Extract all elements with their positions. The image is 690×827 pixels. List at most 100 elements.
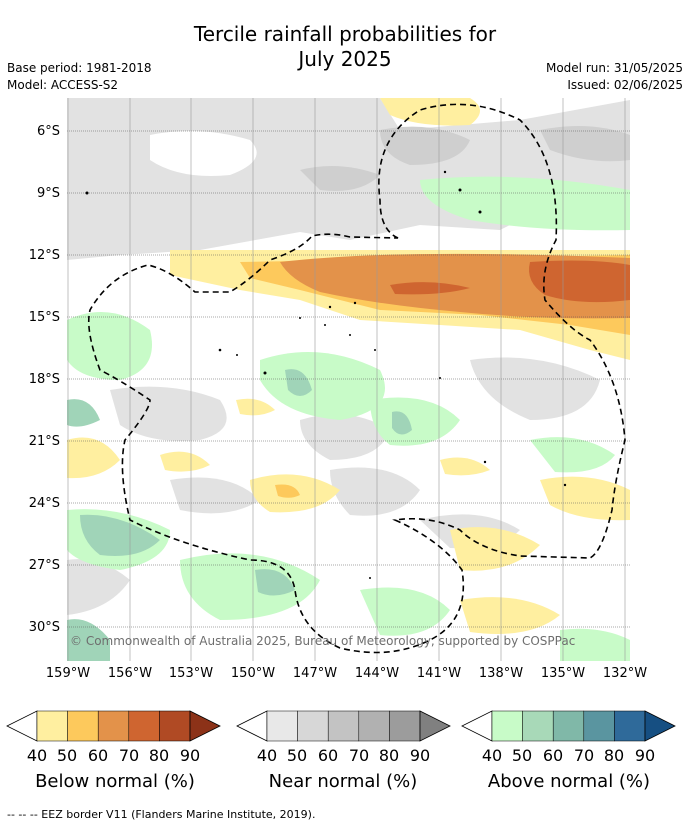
above-normal-region [260, 352, 385, 420]
meta-left: Base period: 1981-2018 Model: ACCESS-S2 [7, 60, 152, 94]
legend-swatch [614, 710, 646, 742]
lon-label: 159°W [45, 666, 91, 681]
legend-colorbars [6, 710, 676, 742]
title-line-1: Tercile rainfall probabilities for [193, 22, 497, 46]
lon-label: 144°W [354, 666, 400, 681]
probability-field [67, 98, 630, 661]
below-normal-region [529, 260, 630, 303]
legend-max-arrow [644, 710, 676, 742]
lat-label: 27°S [28, 558, 60, 573]
map-title: Tercile rainfall probabilities for July … [0, 22, 690, 72]
legend-swatch [522, 710, 554, 742]
legend-tick: 50 [56, 746, 78, 765]
legend-tick: 60 [317, 746, 339, 765]
above-normal-region [530, 437, 615, 473]
lon-label: 156°W [107, 666, 153, 681]
below-normal-region [67, 437, 120, 479]
legend-min-arrow [6, 710, 38, 742]
island [458, 188, 462, 192]
below-normal-region [460, 597, 560, 634]
lon-label: 150°W [230, 666, 276, 681]
above-normal-region [420, 176, 630, 231]
model-name: Model: ACCESS-S2 [7, 78, 119, 92]
legend-tick: 50 [511, 746, 533, 765]
legend-tick: 80 [148, 746, 170, 765]
legend-swatch [128, 710, 160, 742]
legend-title: Above normal (%) [487, 771, 651, 792]
island [374, 349, 376, 351]
legend-title: Near normal (%) [268, 771, 418, 792]
island [349, 334, 351, 336]
base-period: Base period: 1981-2018 [7, 61, 152, 75]
island [443, 170, 447, 174]
near-normal-region [300, 414, 390, 460]
below-normal-region [440, 457, 490, 476]
lon-label: 135°W [540, 666, 586, 681]
island [324, 324, 326, 326]
legend-tick: 60 [542, 746, 564, 765]
above-normal-region [255, 569, 295, 596]
title-line-2: July 2025 [298, 47, 392, 71]
legend-tick: 70 [348, 746, 370, 765]
lat-label: 21°S [28, 434, 60, 449]
copyright-notice: © Commonwealth of Australia 2025, Bureau… [70, 634, 576, 648]
near-normal-region [470, 357, 600, 420]
legend-tick: 90 [634, 746, 656, 765]
island [439, 377, 441, 379]
lon-label: 138°W [478, 666, 524, 681]
legend-swatch [491, 710, 523, 742]
above-normal-region [285, 369, 312, 396]
legend-swatch [327, 710, 360, 742]
lat-label: 15°S [28, 310, 60, 325]
meta-right: Model run: 31/05/2025 Issued: 02/06/2025 [546, 60, 683, 94]
legend-tick: 40 [256, 746, 278, 765]
legend-tick: 90 [409, 746, 431, 765]
legend-swatch [389, 710, 421, 742]
near-normal-region [170, 477, 260, 514]
below-normal-region [540, 476, 630, 521]
island [263, 371, 267, 375]
model-run: Model run: 31/05/2025 [545, 61, 683, 75]
legend-max-arrow [189, 710, 221, 742]
legend-tick: 40 [26, 746, 48, 765]
legend-swatch [297, 710, 329, 742]
legend-tick: 70 [573, 746, 595, 765]
island [369, 577, 371, 579]
graticule [67, 98, 630, 661]
near-normal-region [67, 559, 130, 615]
above-normal-region [67, 312, 152, 380]
island [218, 348, 222, 352]
lat-label: 18°S [28, 372, 60, 387]
legend-swatch [552, 710, 585, 742]
legend-min-arrow [461, 710, 493, 742]
island [85, 191, 89, 195]
below-normal-region [160, 451, 210, 472]
legend-swatch [36, 710, 68, 742]
above-normal-region [80, 514, 160, 556]
islands [85, 170, 567, 579]
eez-footnote: -- -- -- EEZ border V11 (Flanders Marine… [7, 808, 316, 821]
above-normal-region [67, 619, 110, 661]
lat-label: 24°S [28, 496, 60, 511]
near-normal-region [110, 386, 227, 441]
legend-swatch [67, 710, 99, 742]
above-normal-region [370, 397, 460, 446]
lon-label: 132°W [602, 666, 648, 681]
legend-tick: 80 [603, 746, 625, 765]
above-normal-region [67, 399, 100, 427]
island [299, 317, 301, 319]
island [328, 305, 332, 309]
lat-label: 12°S [28, 248, 60, 263]
above-normal-region [392, 411, 412, 435]
eez-border [87, 103, 626, 654]
above-normal-region [560, 628, 630, 661]
lat-label: 6°S [36, 124, 60, 139]
legend-min-arrow [236, 710, 268, 742]
lon-label: 153°W [168, 666, 214, 681]
lon-label: 141°W [416, 666, 462, 681]
legend-tick: 80 [378, 746, 400, 765]
below-normal-region [450, 527, 540, 571]
island [563, 483, 567, 487]
lon-label: 147°W [292, 666, 338, 681]
